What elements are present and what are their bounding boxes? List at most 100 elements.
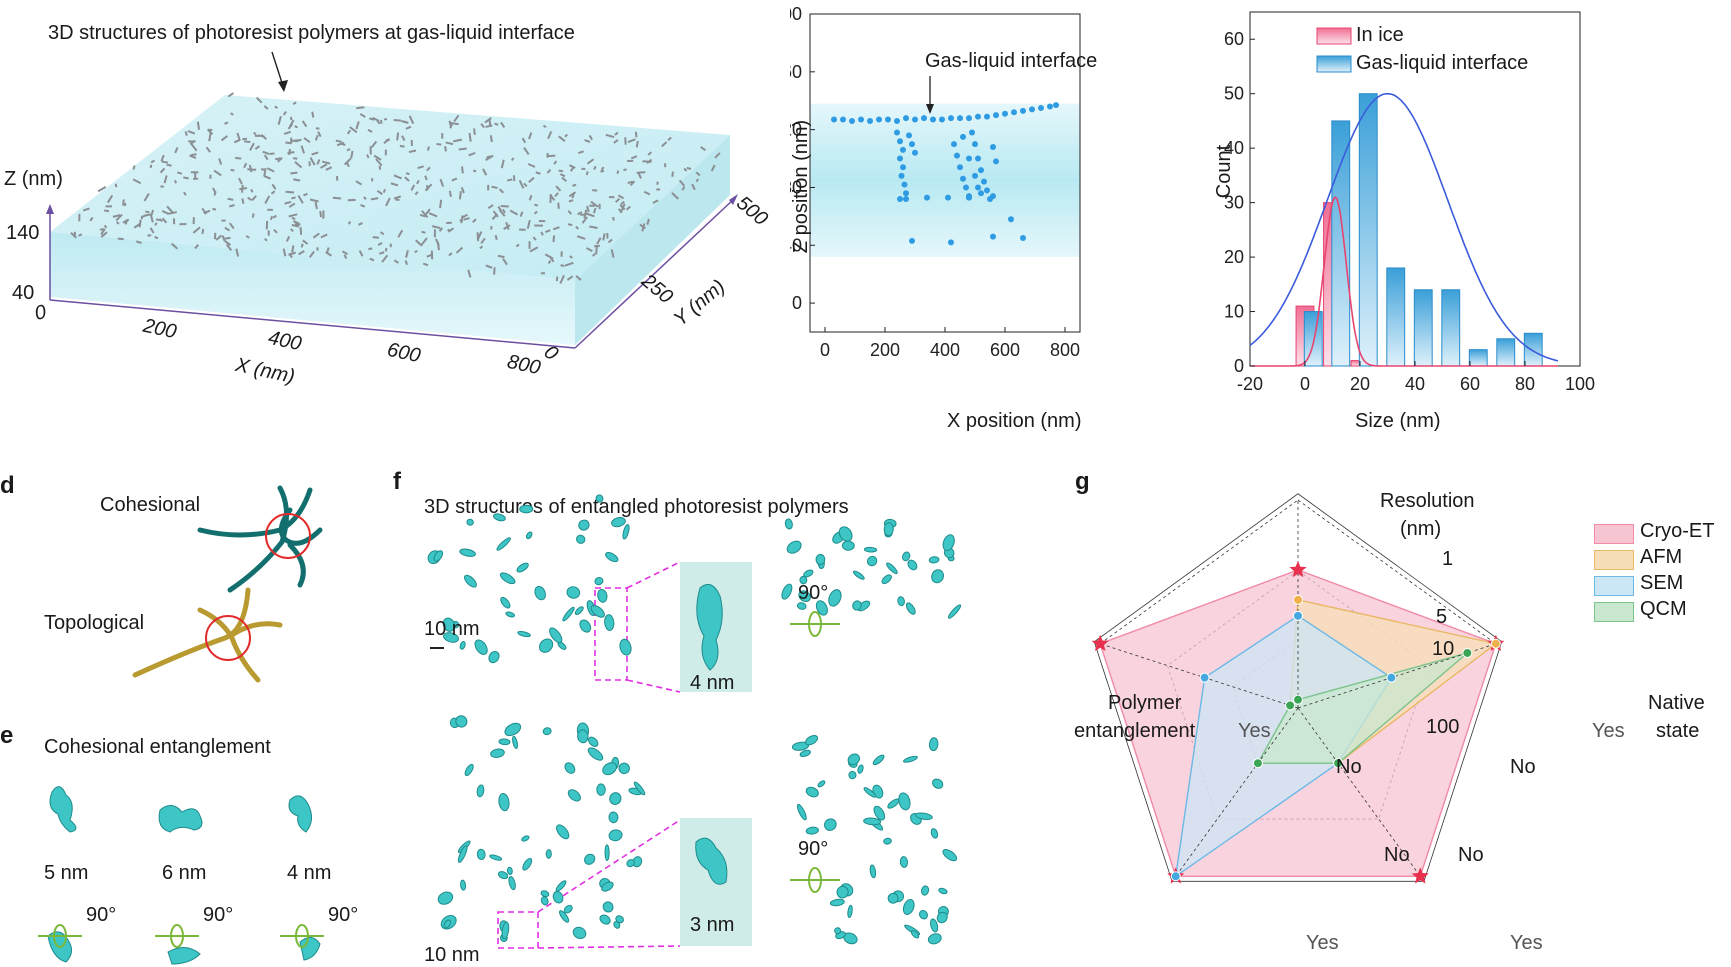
blob-top-right (928, 556, 940, 564)
blob-top-left (488, 651, 500, 664)
radar-marker-star (1289, 560, 1307, 578)
polymer-fragment (282, 110, 287, 116)
scatter-point (912, 149, 918, 156)
polymer-fragment (485, 264, 493, 269)
panel-a-illustration (46, 51, 738, 349)
polymer-fragment (271, 183, 277, 190)
polymer-fragment (518, 179, 525, 189)
polymer-fragment (422, 262, 429, 267)
f-rotation-arrows (790, 611, 840, 893)
polymer-fragment (529, 246, 539, 253)
scatter-point (1002, 110, 1008, 117)
blob-bottom-left (497, 871, 509, 880)
scatter-point (972, 141, 978, 148)
polymer-fragment (383, 117, 388, 121)
polymer-fragment (375, 158, 383, 167)
polymer-fragment (166, 205, 174, 214)
polymer-fragment (369, 117, 375, 121)
blob-bottom-left (602, 762, 617, 776)
radar-marker-dot (1285, 700, 1296, 711)
polymer-fragment (498, 209, 506, 217)
scatter-point (909, 237, 915, 244)
radar-outer (1093, 493, 1503, 882)
hist-ylabel: Count (1213, 144, 1236, 199)
polymer-fragment (309, 198, 319, 203)
blob-top-left (611, 516, 626, 528)
blob-top-right (905, 602, 916, 615)
polymer-fragment (629, 180, 636, 187)
polymer-fragment (592, 253, 596, 257)
y-tick-label: 40 (1224, 138, 1244, 158)
y-tick-label: 0 (792, 293, 802, 313)
y-tick-label: 30 (1224, 193, 1244, 213)
blob-top-left (463, 574, 477, 588)
polymer-fragment (439, 178, 445, 187)
polymer-fragment (616, 170, 620, 174)
scatter-point (1038, 104, 1044, 111)
polymer-fragment (667, 136, 672, 142)
polymer-fragment (284, 200, 292, 205)
polymer-fragment (546, 168, 552, 174)
inset-molecule-top (696, 583, 723, 671)
scatter-point (960, 175, 966, 182)
polymer-fragment (335, 139, 342, 143)
polymer-fragment (190, 143, 198, 152)
polymer-fragment (78, 233, 83, 237)
polymer-fragment (322, 210, 325, 219)
polymer-fragment (583, 209, 588, 219)
no-left: No (1336, 756, 1362, 778)
polymer-fragment (103, 209, 110, 213)
polymer-fragment (433, 229, 436, 238)
polymer-fragment (312, 232, 320, 239)
polymer-fragment (122, 199, 125, 206)
legend-afm: AFM (1640, 546, 1683, 568)
polymer-fragment (447, 228, 452, 233)
legend-swatch-ice (1316, 27, 1352, 45)
polymer-fragment (585, 171, 589, 176)
polymer-fragment (115, 221, 120, 225)
polymer-fragment (266, 167, 275, 173)
polymer-fragment (301, 120, 308, 128)
polymer-fragment (205, 146, 211, 153)
polymer-fragment (308, 161, 311, 167)
polymer-fragment (349, 126, 358, 134)
blob-bottom-right (930, 828, 939, 839)
radar-marker-dot (1293, 694, 1303, 705)
polymer-fragment (346, 162, 350, 168)
polymer-fragment (589, 204, 595, 207)
blob-bottom-right (857, 764, 864, 774)
polymer-fragment (554, 192, 559, 198)
polymer-fragment (590, 200, 599, 208)
polymer-fragment (552, 235, 556, 243)
polymer-fragment (606, 232, 609, 239)
polymer-fragment (540, 231, 544, 236)
polymer-fragment (150, 159, 156, 164)
blob-bottom-left (608, 811, 619, 824)
blob-bottom-left (567, 789, 581, 802)
polymer-fragment (251, 213, 255, 218)
polymer-fragment (187, 130, 196, 135)
polymer-fragment (366, 154, 370, 159)
polymer-fragment (73, 231, 76, 238)
blob-bottom-left (476, 784, 485, 798)
x-tick-label: 20 (1350, 374, 1370, 394)
legend-swatch-sem (1594, 576, 1634, 596)
panel-e: e Cohesional entanglement 5 nm 6 nm 4 nm… (0, 720, 380, 966)
polymer-fragment (159, 167, 166, 174)
polymer-fragment (610, 249, 615, 258)
polymer-fragment (414, 250, 418, 254)
polymer-fragment (588, 134, 593, 141)
scatter-xlabel: X position (nm) (947, 410, 1082, 432)
polymer-fragment (652, 199, 659, 204)
blob-bottom-left (608, 829, 623, 842)
polymer-fragment (260, 168, 265, 171)
gas-bar (1523, 332, 1543, 367)
polymer-fragment (282, 248, 287, 257)
polymer-fragment (161, 210, 169, 215)
polymer-fragment (526, 219, 531, 229)
blob-top-left (519, 504, 534, 514)
polymer-fragment (247, 196, 253, 202)
tick-5: 5 (1436, 606, 1448, 628)
blob-bottom-right (899, 856, 909, 868)
radar-marker-dot (1333, 758, 1344, 769)
